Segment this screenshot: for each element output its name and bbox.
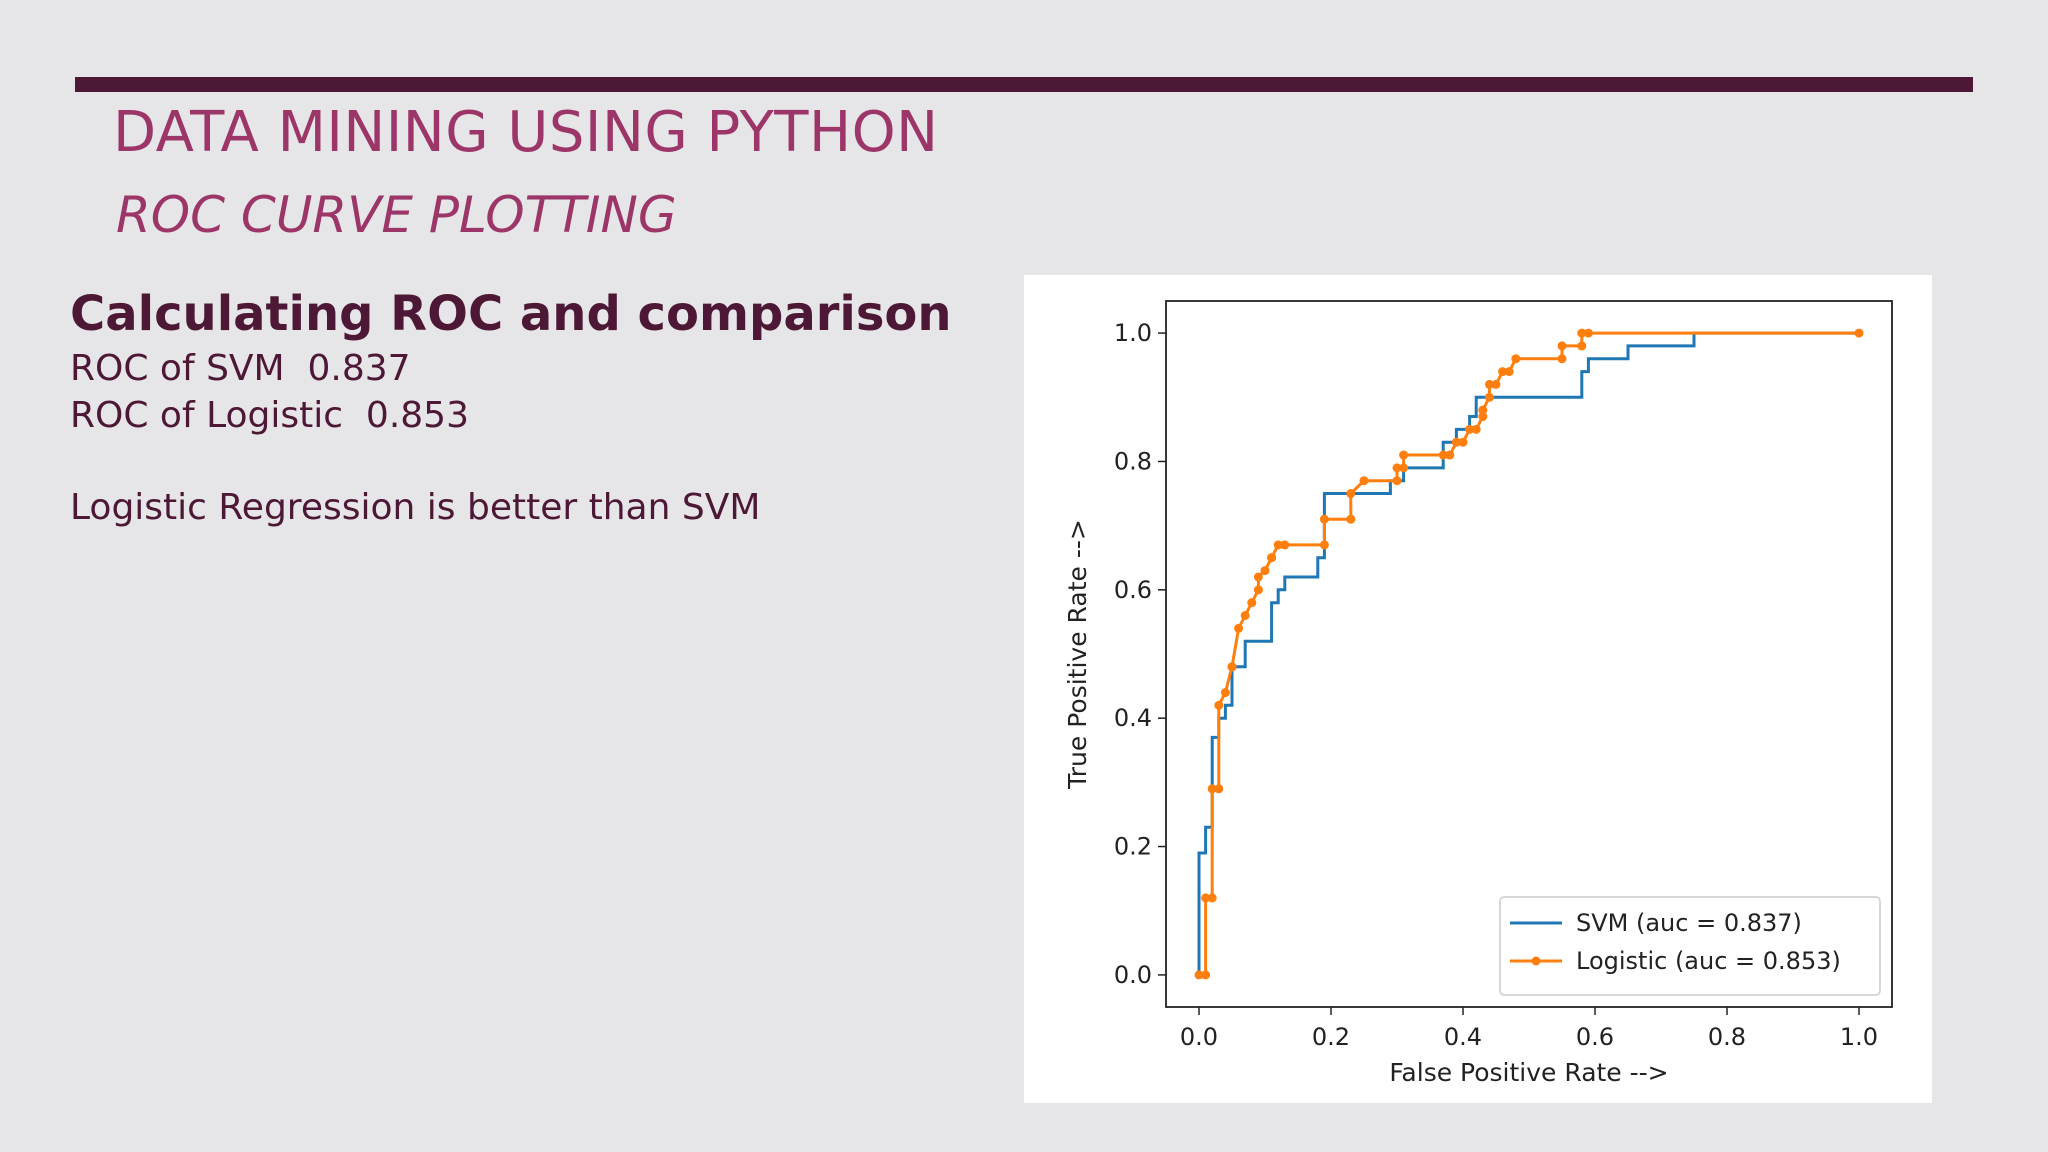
logistic-data-point — [1207, 893, 1217, 903]
conclusion-text: Logistic Regression is better than SVM — [70, 487, 761, 528]
logistic-data-point — [1273, 540, 1283, 550]
logistic-data-point — [1207, 784, 1217, 794]
logistic-data-point — [1220, 688, 1230, 698]
logistic-data-point — [1214, 784, 1224, 794]
logistic-data-point — [1234, 623, 1244, 633]
logistic-data-point — [1267, 553, 1277, 563]
y-tick-label: 0.6 — [1114, 576, 1152, 604]
logistic-data-point — [1471, 424, 1481, 434]
logistic-data-point — [1451, 437, 1461, 447]
legend-logistic-marker — [1531, 956, 1541, 966]
y-tick-label: 1.0 — [1114, 319, 1152, 347]
logistic-data-point — [1438, 450, 1448, 460]
y-tick-label: 0.2 — [1114, 833, 1152, 861]
logistic-data-point — [1458, 437, 1468, 447]
logistic-data-point — [1478, 412, 1488, 422]
logistic-data-point — [1201, 970, 1211, 980]
slide-subtitle: ROC CURVE PLOTTING — [116, 186, 677, 244]
logistic-data-point — [1214, 700, 1224, 710]
x-tick-label: 0.0 — [1180, 1023, 1218, 1051]
y-axis-label: True Positive Rate --> — [1063, 519, 1092, 790]
logistic-data-point — [1577, 328, 1587, 338]
logistic-data-point — [1392, 476, 1402, 486]
logistic-data-point — [1491, 379, 1501, 389]
x-tick-label: 1.0 — [1840, 1023, 1878, 1051]
logistic-data-point — [1583, 328, 1593, 338]
x-tick-label: 0.4 — [1444, 1023, 1482, 1051]
legend-box — [1499, 896, 1881, 996]
x-tick-label: 0.8 — [1708, 1023, 1746, 1051]
legend-logistic-label: Logistic (auc = 0.853) — [1576, 947, 1841, 975]
section-heading: Calculating ROC and comparison — [70, 286, 952, 342]
logistic-data-point — [1399, 463, 1409, 473]
logistic-data-point — [1392, 463, 1402, 473]
logistic-data-point — [1465, 424, 1475, 434]
logistic-data-point — [1319, 514, 1329, 524]
logistic-data-point — [1484, 392, 1494, 402]
logistic-data-point — [1227, 662, 1237, 672]
roc-chart: 0.0 0.2 0.4 0.6 0.8 1.0 0.0 0.2 0.4 0.6 0.8 1.0 Fals… — [1063, 300, 1893, 1087]
logistic-data-point — [1253, 572, 1263, 582]
y-tick-label: 0.4 — [1114, 704, 1152, 732]
logistic-data-point — [1854, 328, 1864, 338]
logistic-data-point — [1478, 405, 1488, 415]
top-rule — [75, 77, 1973, 92]
y-tick-label: 0.8 — [1114, 447, 1152, 475]
logistic-data-point — [1194, 970, 1204, 980]
logistic-data-point — [1511, 354, 1521, 364]
svm-roc-text: ROC of SVM 0.837 — [70, 348, 411, 389]
plot-frame — [1165, 300, 1893, 1008]
y-tick-label: 0.0 — [1114, 961, 1152, 989]
logistic-data-point — [1445, 450, 1455, 460]
svm-roc-line — [1197, 331, 1859, 975]
slide-title: DATA MINING USING PYTHON — [113, 100, 939, 165]
logistic-data-point — [1484, 379, 1494, 389]
logistic-data-point — [1247, 598, 1257, 608]
logistic-roc-text: ROC of Logistic 0.853 — [70, 395, 469, 436]
logistic-data-point — [1346, 514, 1356, 524]
logistic-data-point — [1557, 341, 1567, 351]
logistic-data-point — [1253, 585, 1263, 595]
logistic-data-point — [1280, 540, 1290, 550]
logistic-data-point — [1346, 489, 1356, 499]
logistic-data-point — [1260, 566, 1270, 576]
x-axis-label: False Positive Rate --> — [1389, 1058, 1668, 1087]
x-tick-label: 0.6 — [1576, 1023, 1614, 1051]
logistic-data-point — [1359, 476, 1369, 486]
logistic-data-point — [1399, 450, 1409, 460]
legend-svm-label: SVM (auc = 0.837) — [1576, 909, 1802, 937]
logistic-data-point — [1240, 610, 1250, 620]
x-tick-label: 0.2 — [1312, 1023, 1350, 1051]
roc-chart-panel: 0.0 0.2 0.4 0.6 0.8 1.0 0.0 0.2 0.4 0.6 0.8 1.0 Fals… — [1024, 275, 1932, 1103]
logistic-data-point — [1498, 367, 1508, 377]
logistic-data-point — [1504, 367, 1514, 377]
logistic-roc-line — [1199, 331, 1859, 977]
logistic-data-point — [1319, 540, 1329, 550]
logistic-data-point — [1557, 354, 1567, 364]
logistic-data-point — [1577, 341, 1587, 351]
logistic-data-point — [1201, 893, 1211, 903]
